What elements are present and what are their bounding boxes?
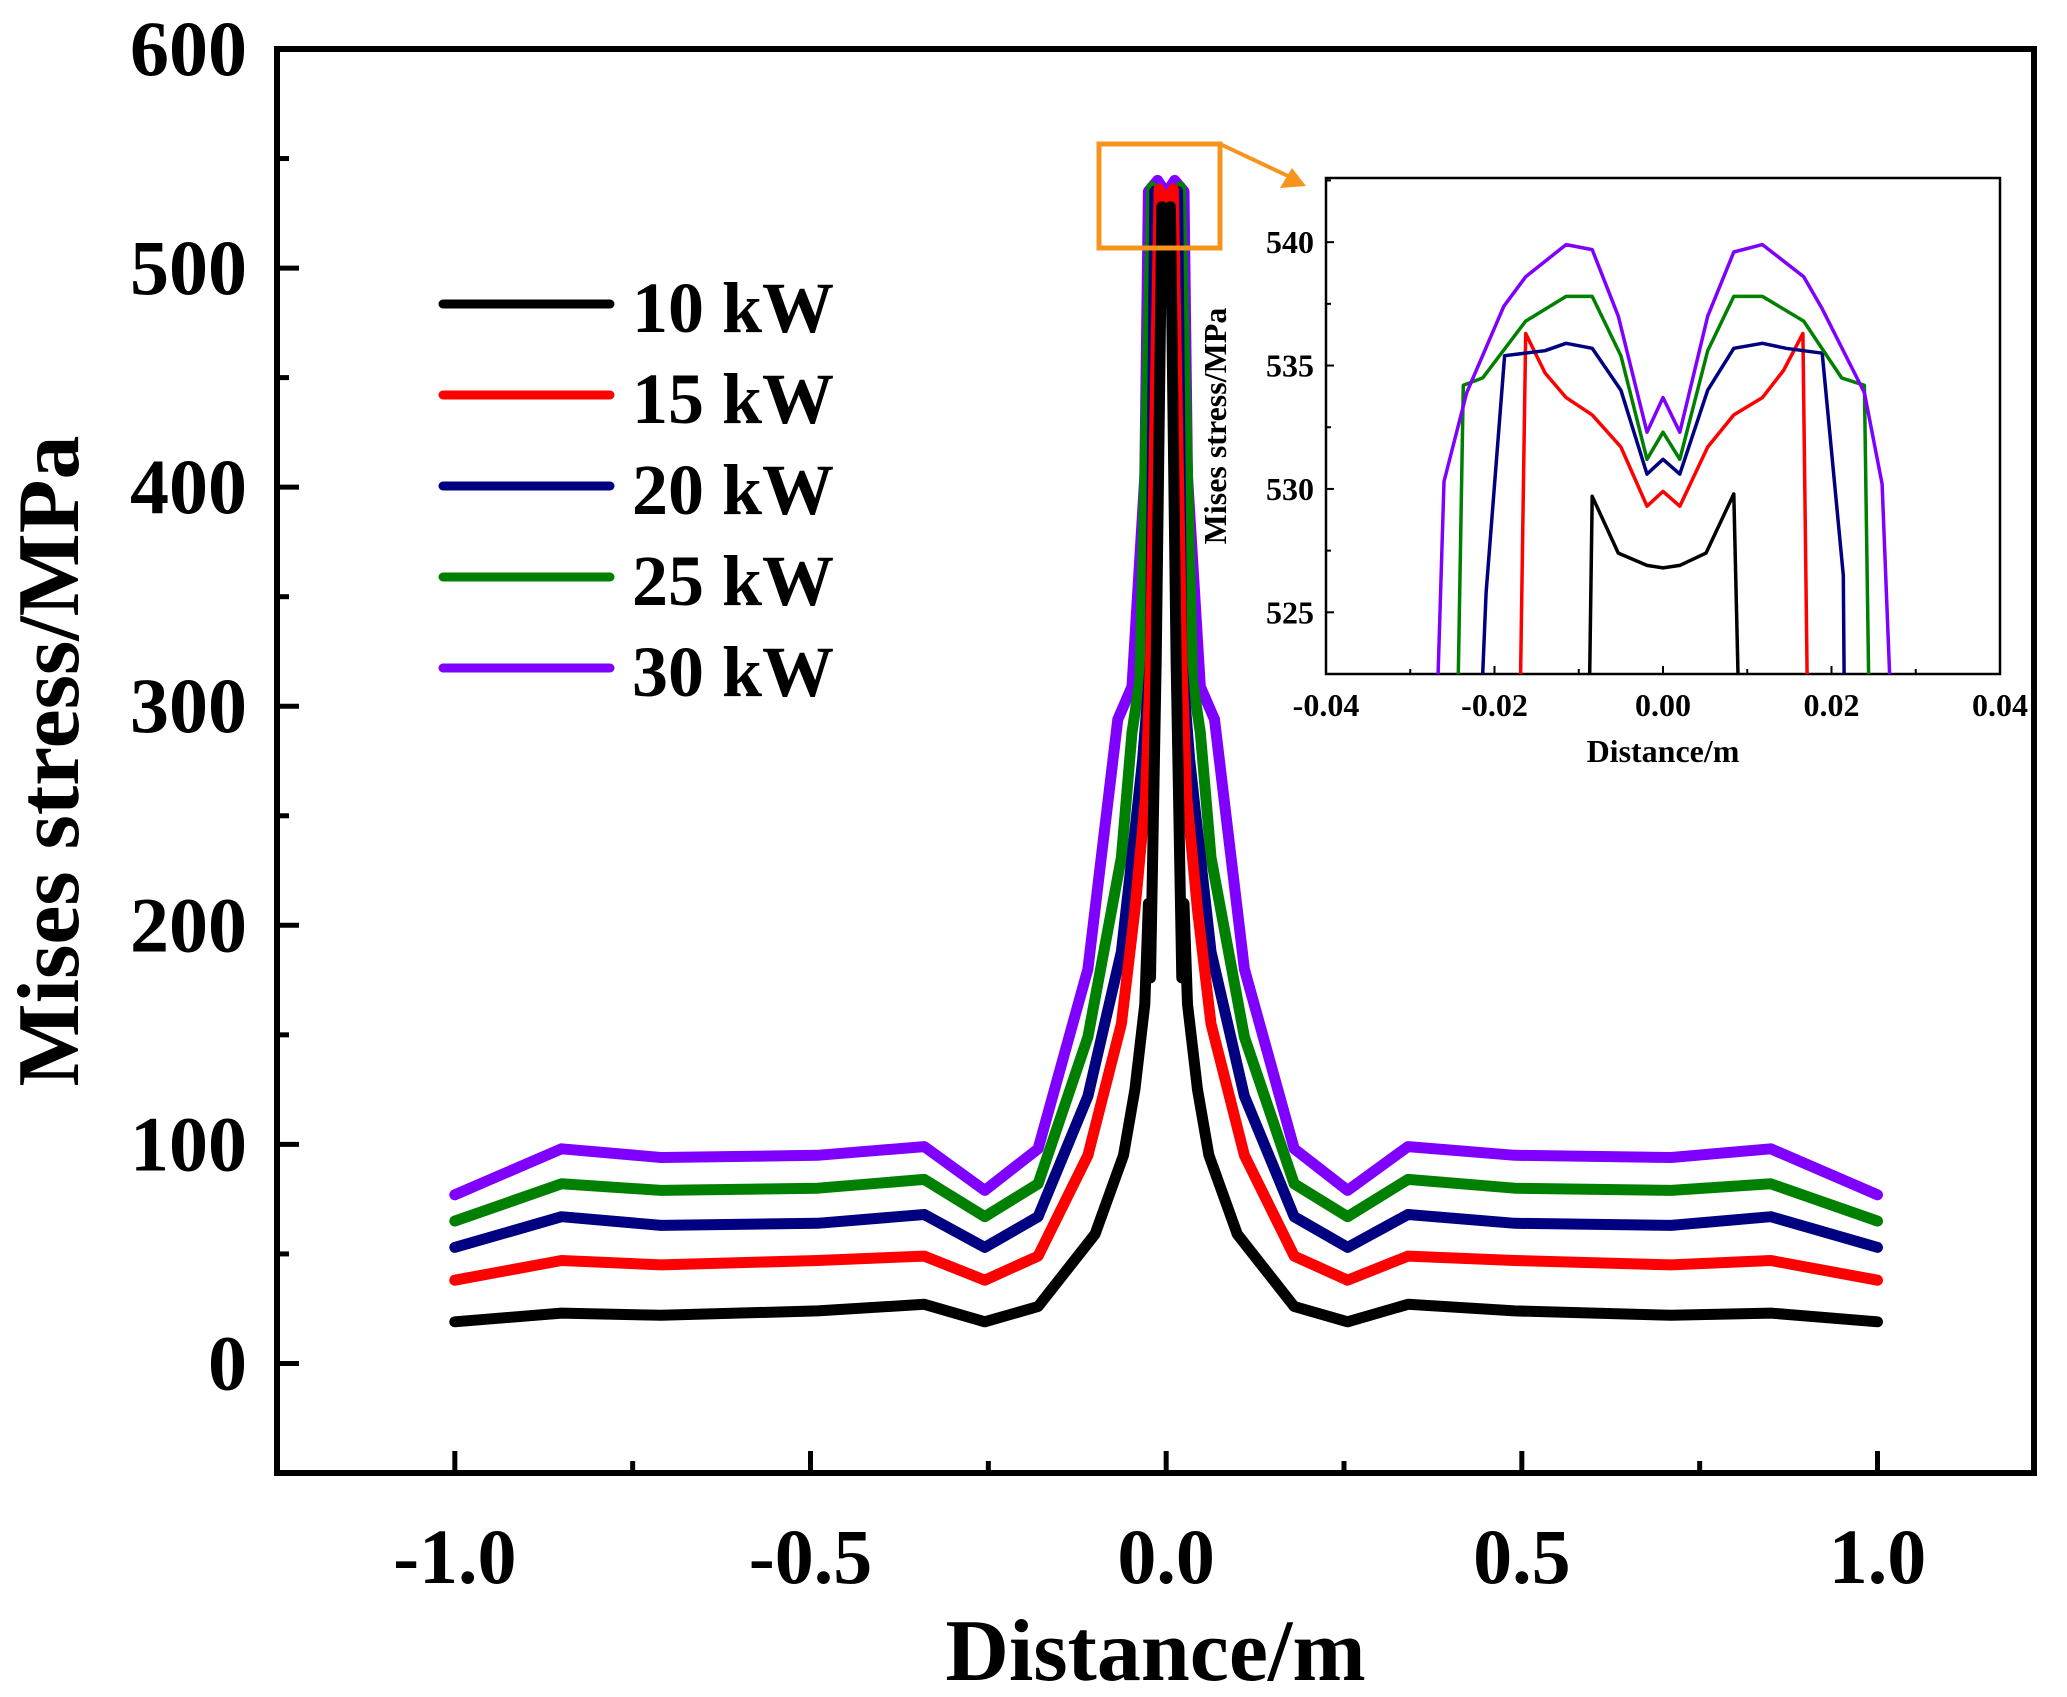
inset-series-line-15kw (1518, 331, 1809, 674)
series-line-10kw (449, 201, 1883, 1328)
legend-label: 30 kW (632, 632, 834, 712)
inset-y-axis-label: Mises stress/MPa (1197, 308, 1233, 545)
legend-item: 25 kW (438, 541, 834, 621)
x-tick-label: 1.0 (1829, 1513, 1927, 1600)
x-axis-label: Distance/m (945, 1603, 1365, 1697)
legend-label: 25 kW (632, 541, 834, 621)
y-tick-label: 400 (130, 443, 247, 530)
highlight-box (1096, 141, 1223, 251)
inset-y-tick-label: 530 (1266, 471, 1314, 507)
inset-frame (1324, 176, 2002, 676)
peak-highlight (1096, 141, 1306, 251)
inset-series-line-30kw (1436, 242, 1892, 674)
inset-x-axis-label: Distance/m (1587, 733, 1740, 769)
legend-item: 10 kW (438, 268, 834, 348)
legend: 10 kW 15 kW 20 kW 25 kW 30 kW (438, 268, 834, 712)
highlight-arrowhead (1280, 168, 1306, 188)
x-tick-label: -0.5 (749, 1513, 872, 1600)
main-plot-frame (274, 46, 2037, 1476)
inset-y-tick-label: 525 (1266, 594, 1314, 630)
y-tick-label: 200 (130, 881, 247, 968)
y-axis-label: Mises stress/MPa (1, 436, 98, 1087)
series-line-15kw (449, 183, 1883, 1286)
inset-x-tick-label: -0.04 (1293, 687, 1360, 723)
y-tick-label: 300 (130, 662, 247, 749)
y-tick-label: 100 (130, 1100, 247, 1187)
inset-x-tick-label: 0.04 (1972, 687, 2028, 723)
legend-label: 10 kW (632, 268, 834, 348)
legend-item: 30 kW (438, 632, 834, 712)
inset-y-tick-label: 535 (1266, 348, 1314, 384)
x-tick-label: -1.0 (393, 1513, 516, 1600)
y-tick-label: 600 (130, 5, 247, 92)
inset-series-line-20kw (1480, 341, 1846, 674)
inset-series-line-10kw (1587, 492, 1740, 674)
legend-item: 20 kW (438, 450, 834, 530)
inset-x-tick-label: 0.02 (1804, 687, 1860, 723)
inset-y-tick-label: 540 (1266, 224, 1314, 260)
legend-label: 20 kW (632, 450, 834, 530)
inset-plot: 525 530 535 540 -0.04 -0.02 0.00 0.02 0.04 Distan… (1197, 176, 2028, 769)
inset-x-tick-label: -0.02 (1461, 687, 1528, 723)
inset-x-tick-label: 0.00 (1635, 687, 1691, 723)
inset-series-line-25kw (1456, 294, 1871, 674)
legend-label: 15 kW (632, 359, 834, 439)
x-tick-label: 0.0 (1117, 1513, 1215, 1600)
x-tick-label: 0.5 (1473, 1513, 1571, 1600)
inset-series-group (1436, 242, 1892, 674)
highlight-arrow-line (1219, 142, 1289, 178)
y-tick-label: 0 (208, 1319, 247, 1406)
y-tick-label: 500 (130, 224, 247, 311)
main-series-group (449, 174, 1883, 1328)
legend-item: 15 kW (438, 359, 834, 439)
main-plot: 0 100 200 300 400 500 600 -1.0 -0.5 0.0 0.5 1.0 Dist… (1, 5, 2037, 1697)
